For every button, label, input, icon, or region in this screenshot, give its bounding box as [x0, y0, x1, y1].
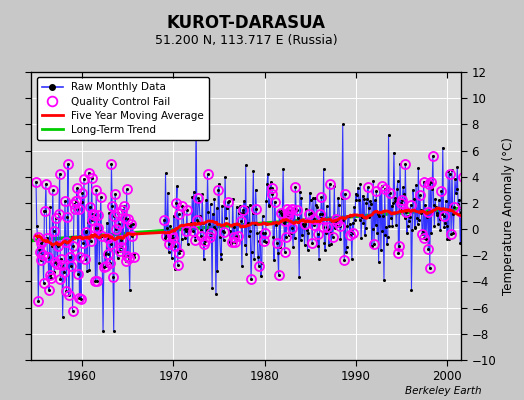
- Y-axis label: Temperature Anomaly (°C): Temperature Anomaly (°C): [502, 137, 515, 295]
- Text: Berkeley Earth: Berkeley Earth: [406, 386, 482, 396]
- Text: KUROT-DARASUA: KUROT-DARASUA: [167, 14, 326, 32]
- Title: 51.200 N, 113.717 E (Russia): 51.200 N, 113.717 E (Russia): [155, 34, 337, 47]
- Legend: Raw Monthly Data, Quality Control Fail, Five Year Moving Average, Long-Term Tren: Raw Monthly Data, Quality Control Fail, …: [37, 77, 209, 140]
